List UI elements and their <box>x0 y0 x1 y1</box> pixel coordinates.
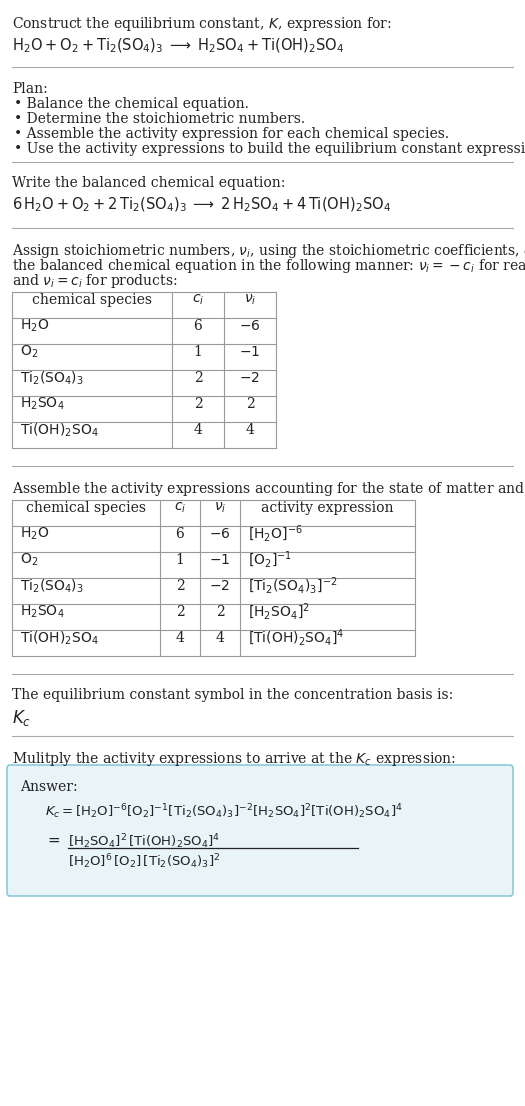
Text: $[\mathrm{O_2}]^{-1}$: $[\mathrm{O_2}]^{-1}$ <box>248 550 292 571</box>
Text: Mulitply the activity expressions to arrive at the $K_c$ expression:: Mulitply the activity expressions to arr… <box>12 750 456 768</box>
Text: $K_c = [\mathrm{H_2O}]^{-6}[\mathrm{O_2}]^{-1}[\mathrm{Ti_2(SO_4)_3}]^{-2}[\math: $K_c = [\mathrm{H_2O}]^{-6}[\mathrm{O_2}… <box>45 802 403 821</box>
Text: 2: 2 <box>194 397 202 411</box>
Text: $=$: $=$ <box>45 833 61 847</box>
Text: $\mathrm{Ti(OH)_2SO_4}$: $\mathrm{Ti(OH)_2SO_4}$ <box>20 421 99 439</box>
Text: Answer:: Answer: <box>20 780 78 794</box>
Text: $\mathrm{H_2O}$: $\mathrm{H_2O}$ <box>20 317 49 334</box>
Text: Assemble the activity expressions accounting for the state of matter and $\nu_i$: Assemble the activity expressions accoun… <box>12 480 525 498</box>
Text: 2: 2 <box>194 371 202 385</box>
Text: chemical species: chemical species <box>32 293 152 307</box>
Text: $-2$: $-2$ <box>239 371 260 385</box>
Text: Plan:: Plan: <box>12 82 48 96</box>
Text: 2: 2 <box>176 580 184 593</box>
Text: $-1$: $-1$ <box>209 553 230 567</box>
Text: Assign stoichiometric numbers, $\nu_i$, using the stoichiometric coefficients, $: Assign stoichiometric numbers, $\nu_i$, … <box>12 242 525 260</box>
Text: $-2$: $-2$ <box>209 580 230 593</box>
Text: activity expression: activity expression <box>261 501 394 515</box>
Text: $[\mathrm{H_2SO_4}]^2\,[\mathrm{Ti(OH)_2SO_4}]^4$: $[\mathrm{H_2SO_4}]^2\,[\mathrm{Ti(OH)_2… <box>68 832 220 851</box>
Text: 2: 2 <box>246 397 255 411</box>
Text: $\mathrm{Ti_2(SO_4)_3}$: $\mathrm{Ti_2(SO_4)_3}$ <box>20 577 84 595</box>
Text: • Use the activity expressions to build the equilibrium constant expression.: • Use the activity expressions to build … <box>14 142 525 156</box>
Text: $\mathrm{Ti_2(SO_4)_3}$: $\mathrm{Ti_2(SO_4)_3}$ <box>20 369 84 387</box>
Text: the balanced chemical equation in the following manner: $\nu_i = -c_i$ for react: the balanced chemical equation in the fo… <box>12 257 525 275</box>
Text: $K_c$: $K_c$ <box>12 708 31 728</box>
Text: chemical species: chemical species <box>26 501 146 515</box>
Text: 2: 2 <box>176 605 184 619</box>
Text: Construct the equilibrium constant, $K$, expression for:: Construct the equilibrium constant, $K$,… <box>12 15 392 33</box>
Text: $\nu_i$: $\nu_i$ <box>214 501 226 515</box>
Text: $\mathrm{6\,H_2O + O_2 + 2\,Ti_2(SO_4)_3 \;\longrightarrow\; 2\,H_2SO_4 + 4\,Ti(: $\mathrm{6\,H_2O + O_2 + 2\,Ti_2(SO_4)_3… <box>12 196 391 215</box>
Text: $[\mathrm{Ti(OH)_2SO_4}]^4$: $[\mathrm{Ti(OH)_2SO_4}]^4$ <box>248 628 344 648</box>
Text: $\mathrm{H_2O}$: $\mathrm{H_2O}$ <box>20 525 49 542</box>
Text: 4: 4 <box>194 422 203 437</box>
Text: 1: 1 <box>194 345 203 359</box>
Text: 2: 2 <box>216 605 224 619</box>
Text: $\mathrm{O_2}$: $\mathrm{O_2}$ <box>20 552 38 568</box>
Text: $[\mathrm{H_2O}]^6\,[\mathrm{O_2}]\,[\mathrm{Ti_2(SO_4)_3}]^2$: $[\mathrm{H_2O}]^6\,[\mathrm{O_2}]\,[\ma… <box>68 852 220 870</box>
Text: 1: 1 <box>175 553 184 567</box>
Text: • Determine the stoichiometric numbers.: • Determine the stoichiometric numbers. <box>14 112 305 126</box>
Text: $\mathrm{Ti(OH)_2SO_4}$: $\mathrm{Ti(OH)_2SO_4}$ <box>20 629 99 647</box>
Text: • Assemble the activity expression for each chemical species.: • Assemble the activity expression for e… <box>14 127 449 140</box>
FancyBboxPatch shape <box>7 765 513 896</box>
Text: $-1$: $-1$ <box>239 345 260 359</box>
Text: $\mathrm{O_2}$: $\mathrm{O_2}$ <box>20 344 38 361</box>
Text: 4: 4 <box>175 632 184 645</box>
Text: 4: 4 <box>246 422 255 437</box>
Text: $c_i$: $c_i$ <box>192 293 204 307</box>
Text: $[\mathrm{Ti_2(SO_4)_3}]^{-2}$: $[\mathrm{Ti_2(SO_4)_3}]^{-2}$ <box>248 576 338 596</box>
Text: $[\mathrm{H_2SO_4}]^2$: $[\mathrm{H_2SO_4}]^2$ <box>248 602 310 623</box>
Text: Write the balanced chemical equation:: Write the balanced chemical equation: <box>12 176 286 190</box>
Text: $-6$: $-6$ <box>209 526 231 541</box>
Text: The equilibrium constant symbol in the concentration basis is:: The equilibrium constant symbol in the c… <box>12 688 453 702</box>
Text: $c_i$: $c_i$ <box>174 501 186 515</box>
Text: and $\nu_i = c_i$ for products:: and $\nu_i = c_i$ for products: <box>12 272 177 290</box>
Text: $\mathrm{H_2SO_4}$: $\mathrm{H_2SO_4}$ <box>20 604 65 620</box>
Text: 4: 4 <box>216 632 225 645</box>
Text: $\mathrm{H_2SO_4}$: $\mathrm{H_2SO_4}$ <box>20 396 65 413</box>
Text: $\mathrm{H_2O + O_2 + Ti_2(SO_4)_3 \;\longrightarrow\; H_2SO_4 + Ti(OH)_2SO_4}$: $\mathrm{H_2O + O_2 + Ti_2(SO_4)_3 \;\lo… <box>12 36 344 55</box>
Text: $[\mathrm{H_2O}]^{-6}$: $[\mathrm{H_2O}]^{-6}$ <box>248 524 303 544</box>
Text: 6: 6 <box>176 526 184 541</box>
Text: $-6$: $-6$ <box>239 319 261 333</box>
Text: 6: 6 <box>194 319 202 333</box>
Text: • Balance the chemical equation.: • Balance the chemical equation. <box>14 97 249 111</box>
Text: $\nu_i$: $\nu_i$ <box>244 293 256 307</box>
